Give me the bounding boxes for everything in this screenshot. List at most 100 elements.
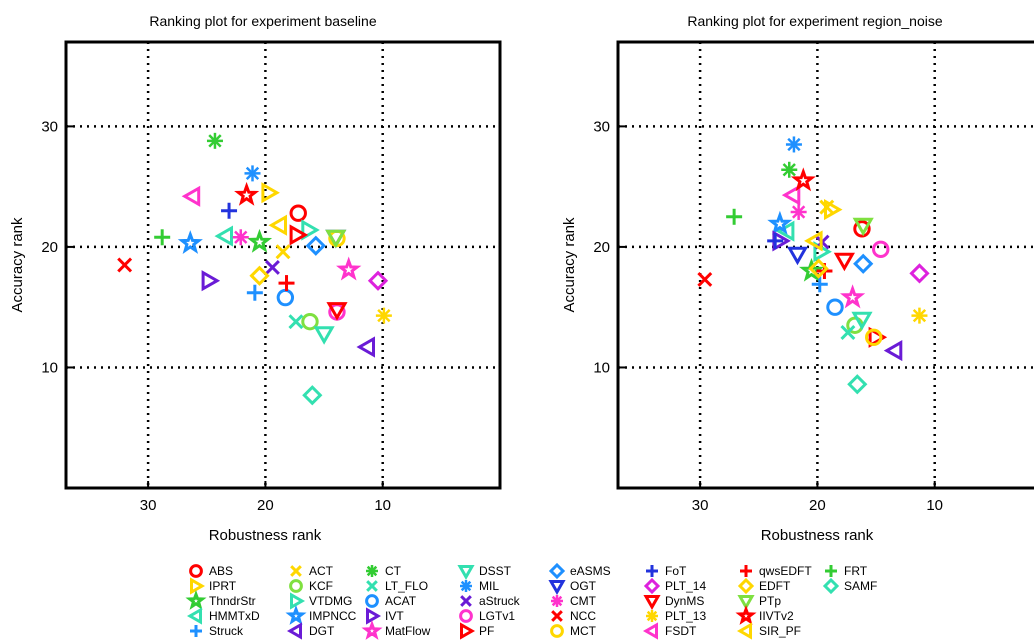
legend-label: PLT_13: [665, 609, 706, 623]
point-thndrstr: [246, 228, 273, 253]
legend-marker: [460, 595, 472, 607]
point-abs: [853, 220, 871, 238]
legend-item: ACT: [290, 564, 334, 578]
legend-item: FRT: [825, 564, 868, 578]
point-fsdt: [781, 184, 801, 206]
point-dynms: [326, 302, 348, 321]
legend-label: PF: [479, 624, 494, 638]
y-tick-label: 10: [41, 359, 58, 376]
x-axis-label: Robustness rank: [761, 527, 874, 544]
legend-item: IMPNCC: [285, 605, 357, 625]
legend-marker: [365, 594, 379, 608]
point-mct: [865, 328, 883, 347]
legend-item: SIR_PF: [736, 622, 801, 640]
legend-label: qwsEDFT: [759, 564, 812, 578]
legend-label: FoT: [665, 564, 687, 578]
legend-marker: [366, 580, 378, 592]
legend-item: MatFlow: [361, 620, 431, 640]
legend-marker: [285, 605, 307, 625]
plot-frame: [64, 40, 502, 490]
legend-label: VTDMG: [309, 594, 352, 608]
point-iivtv2: [234, 181, 260, 206]
chart-title: Ranking plot for experiment region_noise: [687, 13, 942, 29]
point-ptp: [852, 217, 874, 237]
legend-item: NCC: [551, 609, 596, 623]
y-axis-label: Accuracy rank: [9, 217, 26, 313]
point-qwsedft: [278, 275, 295, 292]
legend-label: SAMF: [844, 579, 877, 593]
point-hmmtxd: [775, 220, 795, 242]
point-lt-flo: [840, 325, 856, 340]
legend-marker: [289, 579, 303, 593]
point-abs: [289, 204, 307, 222]
legend-item: eASMS: [548, 562, 611, 580]
legend-marker: [740, 565, 752, 577]
legend-label: IIVTv2: [759, 609, 794, 623]
point-acat: [826, 298, 844, 316]
x-tick-label: 20: [809, 497, 826, 514]
point-pf: [868, 326, 888, 348]
point-dsst: [313, 326, 335, 345]
point-mil: [785, 136, 802, 153]
legend-marker: [737, 595, 755, 611]
legend-marker: [551, 595, 563, 607]
point-kcf: [301, 312, 319, 331]
legend-marker: [457, 565, 475, 581]
point-dgt: [883, 340, 903, 362]
point-easms: [853, 253, 874, 274]
legend-marker: [646, 610, 658, 622]
point-astruck: [264, 259, 280, 275]
legend-item: ACAT: [365, 594, 417, 608]
point-dgt: [356, 336, 375, 358]
legend-label: IMPNCC: [309, 609, 357, 623]
legend-item: DGT: [286, 622, 335, 640]
legend-label: CT: [385, 564, 402, 578]
point-pf: [289, 224, 309, 246]
legend-marker: [643, 595, 661, 611]
legend-marker: [735, 605, 757, 625]
legend-label: DSST: [479, 564, 512, 578]
point-ncc: [117, 257, 133, 273]
point-fot: [767, 232, 784, 249]
point-fot: [221, 202, 238, 219]
legend-item: PLT_14: [643, 577, 706, 595]
legend-item: MCT: [550, 624, 597, 638]
point-ptp: [325, 229, 347, 249]
point-plt-14: [367, 270, 389, 291]
y-tick-label: 20: [41, 239, 58, 256]
legend-label: LT_FLO: [385, 579, 428, 593]
legend-marker: [460, 580, 472, 592]
legend-marker: [366, 607, 382, 625]
x-tick-label: 30: [692, 497, 709, 514]
legend-item: OGT: [548, 579, 597, 596]
y-tick-label: 20: [593, 239, 610, 256]
point-frt: [154, 229, 171, 246]
legend-label: MIL: [479, 579, 499, 593]
legend-marker: [825, 565, 837, 577]
legend-marker: [460, 622, 476, 640]
x-tick-label: 10: [926, 497, 943, 514]
point-act: [275, 244, 291, 260]
point-sir-pf: [268, 214, 287, 236]
x-tick-label: 30: [140, 497, 157, 514]
point-struck: [811, 276, 828, 293]
legend-label: FRT: [844, 564, 868, 578]
legend-marker: [366, 565, 378, 577]
legend-item: aStruck: [460, 594, 521, 608]
point-impncc: [767, 210, 793, 235]
legend-item: PLT_13: [646, 609, 706, 623]
point-matflow: [840, 284, 866, 309]
legend-label: PLT_14: [665, 579, 706, 593]
legend-label: SIR_PF: [759, 624, 801, 638]
legend-label: EDFT: [759, 579, 791, 593]
legend-item: LGTv1: [459, 609, 515, 623]
point-thndrstr: [798, 257, 825, 282]
point-ivt: [201, 270, 221, 292]
point-ct: [781, 161, 798, 178]
legend-marker: [361, 620, 383, 640]
legend-marker: [186, 607, 202, 625]
point-lgtv1: [872, 240, 890, 259]
point-matflow: [336, 256, 362, 281]
legend-label: NCC: [570, 609, 596, 623]
